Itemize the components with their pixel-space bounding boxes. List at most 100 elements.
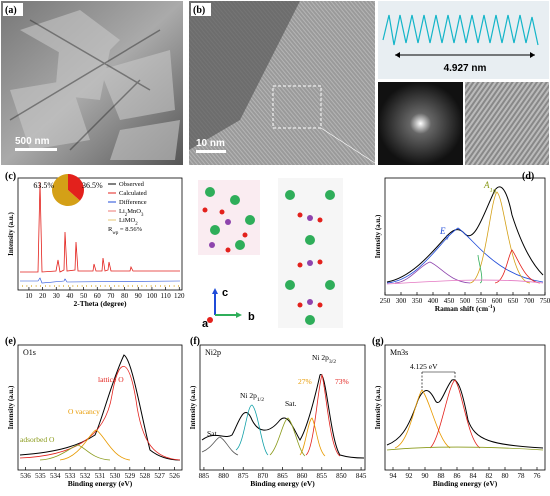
x-tick-label: 76 xyxy=(534,472,542,480)
label-box xyxy=(3,334,23,347)
x-tick-label: 120 xyxy=(174,292,185,300)
x-tick-label: 535 xyxy=(35,472,46,480)
label-box xyxy=(3,3,23,16)
x-tick-label: 100 xyxy=(147,292,158,300)
annotation: 27% xyxy=(298,377,312,386)
text-part: E xyxy=(439,226,446,236)
x-tick-label: 534 xyxy=(50,472,61,480)
x-tick-label: 533 xyxy=(65,472,76,480)
x-tick-label: 250 xyxy=(380,297,391,305)
annotation: O vacancy xyxy=(68,407,100,416)
text-part: R xyxy=(108,226,113,233)
x-tick-label: 700 xyxy=(524,297,535,305)
x-tick-label: 526 xyxy=(169,472,180,480)
text-part: 1g xyxy=(490,187,497,194)
annotation: adsorbed O xyxy=(20,435,55,444)
x-tick-label: 90 xyxy=(135,292,143,300)
tem-image xyxy=(189,1,549,166)
annotation: Sat. xyxy=(207,429,219,438)
text-part: LiMO xyxy=(119,217,136,224)
x-tick-label: 529 xyxy=(125,472,136,480)
x-tick-label: 10 xyxy=(25,292,33,300)
plot-frame xyxy=(17,344,183,471)
text-part: 2 xyxy=(135,222,138,227)
x-tick-label: 528 xyxy=(139,472,150,480)
text-part: wp xyxy=(112,231,119,236)
spectrum-label: Ni2p xyxy=(205,348,221,357)
xrd-pattern xyxy=(20,181,181,287)
x-tick-label: 600 xyxy=(492,297,503,305)
spectrum-label: Mn3s xyxy=(390,348,408,357)
spacing-label: 4.927 nm xyxy=(444,63,487,74)
legend-entry: Difference xyxy=(119,199,147,206)
y-axis-label: Intensity (a.u.) xyxy=(7,211,15,255)
legend-entry: LiMO2 xyxy=(119,217,138,227)
text-part: g xyxy=(446,233,450,240)
label-box xyxy=(191,3,211,16)
text-part: Ni 2p xyxy=(240,391,257,400)
text-part: 2 xyxy=(125,213,128,218)
x-tick-label: 550 xyxy=(476,297,487,305)
x-tick-label: 60 xyxy=(94,292,102,300)
x-tick-label: 532 xyxy=(80,472,91,480)
x-tick-label: 50 xyxy=(80,292,88,300)
text-part: MnO xyxy=(127,208,141,215)
panel-label: (a) xyxy=(5,5,17,16)
x-tick-label: 870 xyxy=(258,472,269,480)
crystal-structure xyxy=(198,178,343,328)
label-box xyxy=(188,334,208,347)
pie-label: 36.5% xyxy=(82,181,103,190)
panel-label: (g) xyxy=(372,336,384,347)
legend-entry: Calculated xyxy=(119,190,148,197)
x-tick-label: 92 xyxy=(406,472,414,480)
text-part: A xyxy=(483,180,490,190)
x-tick-label: 527 xyxy=(154,472,165,480)
x-axis-label: Raman shift (cm-1) xyxy=(435,304,496,313)
x-tick-label: 531 xyxy=(95,472,106,480)
x-tick-label: 110 xyxy=(160,292,171,300)
x-tick-label: 86 xyxy=(454,472,462,480)
axis-direction: c xyxy=(222,287,228,299)
scale-bar-label: 500 nm xyxy=(15,136,50,147)
text-part: 3/2 xyxy=(329,359,336,365)
x-tick-label: 350 xyxy=(412,297,423,305)
peak-label: A1g xyxy=(483,180,497,194)
sem-image xyxy=(1,1,183,165)
annotation: 73% xyxy=(335,377,349,386)
scale-bar-label: 10 nm xyxy=(196,138,225,149)
x-tick-label: 30 xyxy=(53,292,61,300)
text-part: = 8.56% xyxy=(118,226,142,233)
x-tick-label: 90 xyxy=(422,472,430,480)
x-tick-label: 80 xyxy=(121,292,129,300)
x-tick-label: 750 xyxy=(540,297,550,305)
x-axis-label: Binding energy (eV) xyxy=(433,479,498,488)
spectrum-label: O1s xyxy=(23,348,36,357)
x-tick-label: 88 xyxy=(438,472,446,480)
annotation: Sat. xyxy=(285,399,297,408)
peak-label: Eg xyxy=(439,226,450,240)
ni2p-spectrum xyxy=(201,373,365,459)
x-tick-label: 400 xyxy=(428,297,439,305)
y-axis-label: Intensity (a.u.) xyxy=(189,385,197,429)
x-tick-label: 850 xyxy=(336,472,347,480)
label-box xyxy=(370,334,390,347)
legend-entry: Observed xyxy=(119,181,145,188)
legend-entry: Rwp = 8.56% xyxy=(108,226,143,236)
panel-label: (d) xyxy=(522,171,534,182)
y-axis-label: Intensity (a.u.) xyxy=(7,385,15,429)
x-tick-label: 450 xyxy=(444,297,455,305)
x-tick-label: 845 xyxy=(356,472,367,480)
x-tick-label: 82 xyxy=(486,472,494,480)
text-part: Li xyxy=(119,208,125,215)
x-tick-label: 84 xyxy=(470,472,478,480)
y-axis-label: Intensity (a.u.) xyxy=(374,385,382,429)
x-tick-label: 94 xyxy=(390,472,398,480)
x-axis-label: Binding energy (eV) xyxy=(250,479,315,488)
x-tick-label: 855 xyxy=(317,472,328,480)
plot-frame xyxy=(17,177,183,291)
panel-label: (c) xyxy=(5,171,16,182)
x-tick-label: 650 xyxy=(508,297,519,305)
x-axis-label: 2-Theta (degree) xyxy=(74,299,127,308)
y-axis-label: Intensity (a.u.) xyxy=(374,214,382,258)
